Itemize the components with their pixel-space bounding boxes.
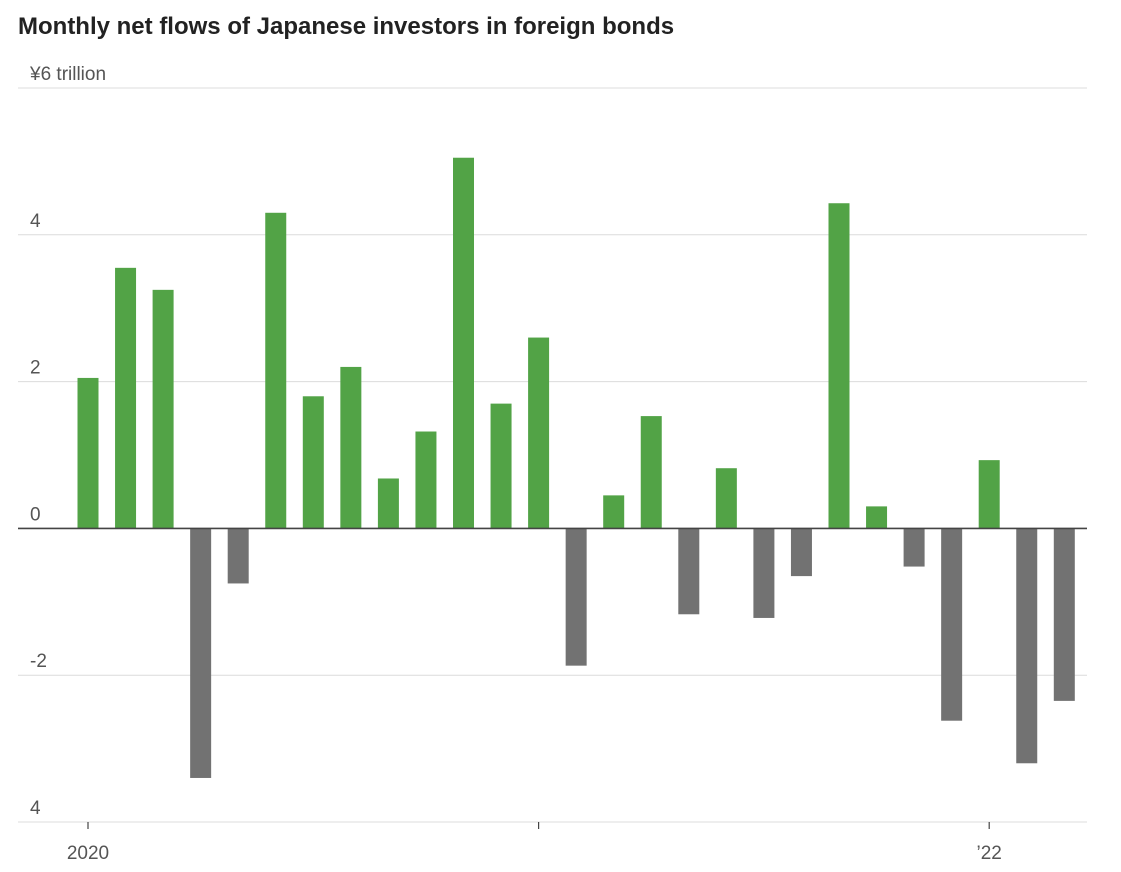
- bar: [1016, 528, 1038, 764]
- bar: [490, 403, 512, 529]
- y-tick-label: 2: [30, 358, 41, 379]
- bar: [190, 528, 212, 778]
- bar: [1053, 528, 1075, 701]
- bar: [453, 157, 474, 529]
- bar: [265, 212, 287, 529]
- x-tick-label: 2020: [67, 843, 109, 864]
- bar: [227, 528, 249, 584]
- bar: [377, 478, 399, 529]
- bar: [415, 431, 437, 529]
- bar: [678, 528, 700, 615]
- bar: [115, 267, 137, 529]
- bar: [528, 337, 550, 529]
- bar: [152, 289, 174, 529]
- bar: [640, 416, 662, 529]
- gridlines: [18, 87, 1087, 823]
- x-axis: 2020 ’22: [67, 822, 1002, 864]
- y-tick-label: 0: [30, 504, 41, 525]
- x-tick-label: ’22: [977, 843, 1002, 864]
- bar: [866, 506, 888, 529]
- bar: [302, 396, 324, 529]
- y-axis-labels: ¥6 trillion 4 2 0 -2 4: [29, 64, 106, 819]
- y-tick-label: 4: [30, 211, 41, 232]
- bar: [828, 203, 850, 529]
- y-tick-label: 4: [30, 798, 41, 819]
- bar: [790, 528, 812, 577]
- bar: [77, 377, 99, 529]
- bar: [565, 528, 587, 666]
- y-tick-label: ¥6 trillion: [29, 64, 106, 85]
- bar: [753, 528, 775, 618]
- y-tick-label: -2: [30, 651, 47, 672]
- bar: [603, 495, 625, 529]
- bar: [941, 528, 963, 721]
- bars: [77, 157, 1075, 778]
- chart-title: Monthly net flows of Japanese investors …: [18, 13, 674, 40]
- bar: [340, 366, 362, 529]
- bar: [978, 460, 1000, 529]
- bar: [903, 528, 925, 567]
- bar: [715, 468, 737, 529]
